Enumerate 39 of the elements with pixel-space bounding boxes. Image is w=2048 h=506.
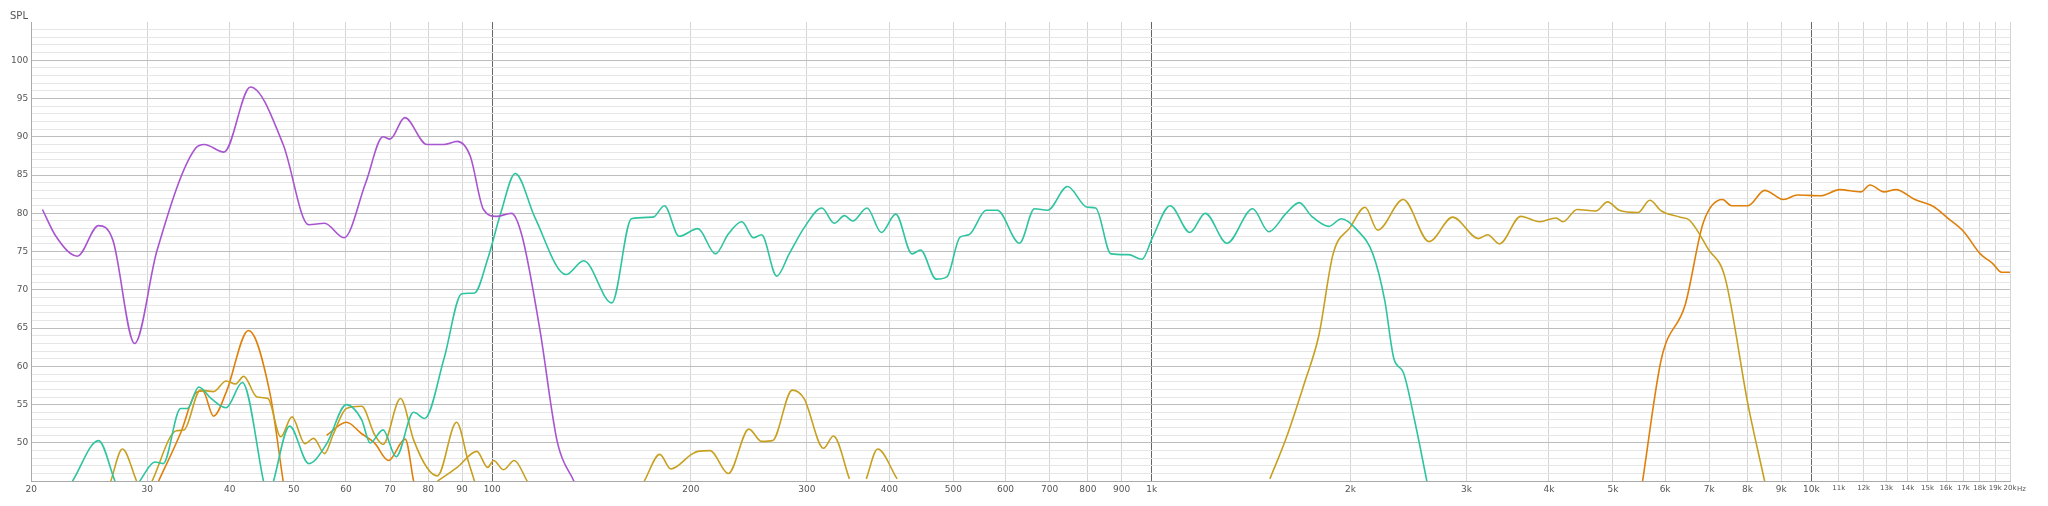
y-tick-label: 80 (16, 207, 29, 218)
x-tick-label: 30 (141, 483, 154, 494)
y-tick-label: 85 (16, 169, 29, 180)
y-tick-label: 90 (16, 131, 29, 142)
y-tick-label: 65 (16, 322, 29, 333)
x-tick-label: 500 (944, 483, 963, 494)
y-axis-title: SPL (10, 9, 29, 21)
x-tick-label: 20 (25, 483, 38, 494)
x-tick-label: 100 (483, 483, 502, 494)
x-tick-label: 600 (996, 483, 1015, 494)
x-tick-label: 80 (422, 483, 435, 494)
y-tick-label: 75 (16, 245, 29, 256)
y-tick-label: 70 (16, 284, 29, 295)
x-tick-label: 300 (798, 483, 816, 494)
x-tick-label: 700 (1041, 483, 1059, 494)
x-tick-label: 10k (1803, 483, 1821, 494)
x-tick-label: 900 (1113, 483, 1131, 494)
x-tick-label: 1k (1146, 483, 1159, 494)
x-tick-label: 200 (682, 483, 700, 494)
x-tick-label: 70 (384, 483, 397, 494)
x-tick-label: 8k (1742, 483, 1754, 494)
x-tick-label: 2k (1344, 483, 1357, 494)
x-tick-label: 4k (1543, 483, 1556, 494)
x-tick-label: 7k (1703, 483, 1716, 494)
x-tick-label: 50 (287, 483, 300, 494)
x-tick-label: 90 (456, 483, 469, 494)
y-tick-label: 100 (10, 54, 29, 65)
x-tick-label: 5k (1607, 483, 1620, 494)
y-tick-label: 60 (16, 360, 29, 371)
x-tick-label: 800 (1079, 483, 1097, 494)
y-tick-label: 95 (16, 92, 29, 103)
x-tick-label: 60 (340, 483, 352, 494)
y-tick-label: 50 (16, 437, 29, 448)
x-tick-label: 6k (1659, 483, 1672, 494)
y-tick-label: 55 (16, 399, 29, 410)
x-tick-label: 400 (880, 483, 899, 494)
x-tick-label: 3k (1461, 483, 1473, 494)
x-tick-label: 9k (1775, 483, 1788, 494)
x-tick-label: 40 (224, 483, 236, 494)
